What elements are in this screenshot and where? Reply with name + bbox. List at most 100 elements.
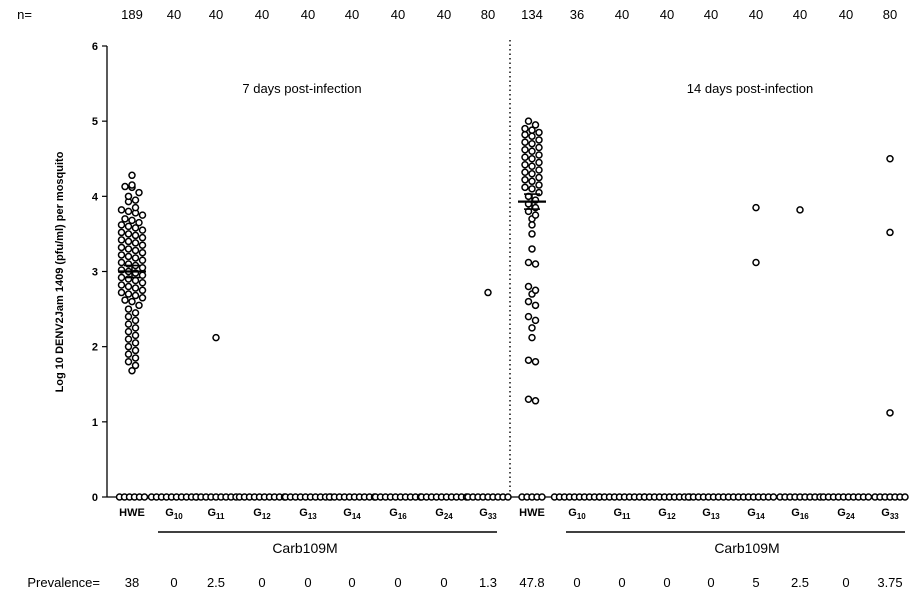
data-point (484, 288, 492, 297)
data-point (131, 316, 140, 325)
x-tick-label: G16 (791, 507, 809, 521)
n-value: 40 (704, 7, 718, 22)
n-value: 40 (660, 7, 674, 22)
data-point (538, 493, 546, 501)
prevalence-value: 0 (663, 575, 670, 590)
data-point (752, 258, 760, 267)
data-point (124, 207, 133, 216)
x-tick-label: G14 (343, 507, 361, 521)
prevalence-value: 0 (304, 575, 311, 590)
x-tick-label: G11 (613, 507, 631, 521)
data-point (521, 153, 529, 161)
data-point (528, 126, 536, 134)
data-point (131, 284, 140, 292)
data-point (535, 136, 543, 144)
n-value: 40 (301, 7, 315, 22)
x-tick-label: G33 (479, 507, 497, 521)
x-tick-label: G16 (389, 507, 407, 521)
data-point (135, 301, 143, 310)
data-point (117, 273, 126, 282)
data-point (531, 301, 540, 310)
data-point (531, 211, 540, 219)
n-value: 40 (793, 7, 807, 22)
n-value: 80 (481, 7, 495, 22)
panel-title: 7 days post-infection (242, 81, 361, 96)
group-label: Carb109M (714, 540, 779, 556)
n-value: 40 (209, 7, 223, 22)
prevalence-value: 2.5 (791, 575, 809, 590)
data-point (121, 296, 129, 304)
data-point (528, 170, 536, 178)
data-point (131, 231, 140, 240)
data-point (528, 177, 536, 186)
prevalence-value: 47.8 (519, 575, 544, 590)
data-point (138, 211, 147, 219)
prevalence-value: 3.75 (877, 575, 902, 590)
data-point (131, 346, 140, 355)
data-point (117, 206, 126, 214)
data-point (521, 145, 529, 154)
data-point (128, 171, 136, 180)
data-point (752, 203, 760, 212)
data-point (131, 203, 140, 212)
data-point (121, 215, 129, 223)
data-point (138, 256, 147, 264)
prevalence-row-label: Prevalence= (27, 575, 100, 590)
data-point (521, 130, 529, 139)
data-point (528, 147, 536, 155)
n-value: 40 (839, 7, 853, 22)
data-point (117, 228, 126, 237)
x-tick-label: G24 (837, 507, 855, 521)
data-point (117, 236, 126, 244)
data-point (524, 282, 533, 291)
data-point (138, 241, 147, 249)
data-point (535, 181, 543, 189)
y-tick-label: 2 (92, 342, 98, 354)
data-point (528, 221, 536, 229)
panel-title: 14 days post-infection (687, 81, 813, 96)
prevalence-value: 0 (573, 575, 580, 590)
data-point (131, 339, 140, 347)
data-point (131, 361, 140, 370)
data-point (131, 254, 140, 262)
data-point (117, 251, 126, 259)
data-point (521, 161, 529, 169)
data-point (138, 294, 147, 302)
data-point (124, 237, 133, 246)
data-point (124, 320, 133, 328)
data-point (528, 333, 536, 342)
data-point (124, 335, 133, 343)
data-point (535, 128, 543, 137)
y-tick-label: 6 (92, 41, 98, 53)
data-point (124, 192, 133, 201)
data-point (524, 356, 533, 364)
prevalence-value: 5 (752, 575, 759, 590)
x-tick-label: G12 (253, 507, 271, 521)
data-point (128, 216, 136, 225)
data-point (117, 258, 126, 267)
data-point (135, 218, 143, 227)
prevalence-value: 0 (348, 575, 355, 590)
data-point (128, 297, 136, 306)
data-point (535, 158, 543, 167)
data-point (117, 281, 126, 289)
data-point (131, 291, 140, 300)
x-tick-label: G10 (568, 507, 586, 521)
prevalence-value: 0 (842, 575, 849, 590)
y-tick-label: 0 (92, 492, 98, 504)
data-point (131, 276, 140, 285)
data-point (117, 288, 126, 297)
data-point (121, 182, 129, 191)
data-point (531, 260, 540, 268)
data-point (524, 117, 533, 125)
data-point (535, 166, 543, 174)
n-value: 40 (345, 7, 359, 22)
data-point (131, 309, 140, 317)
data-point (117, 221, 126, 229)
x-tick-label: HWE (119, 507, 145, 519)
data-point (531, 316, 540, 325)
data-point (528, 132, 536, 140)
data-point (524, 258, 533, 267)
data-point (521, 138, 529, 146)
